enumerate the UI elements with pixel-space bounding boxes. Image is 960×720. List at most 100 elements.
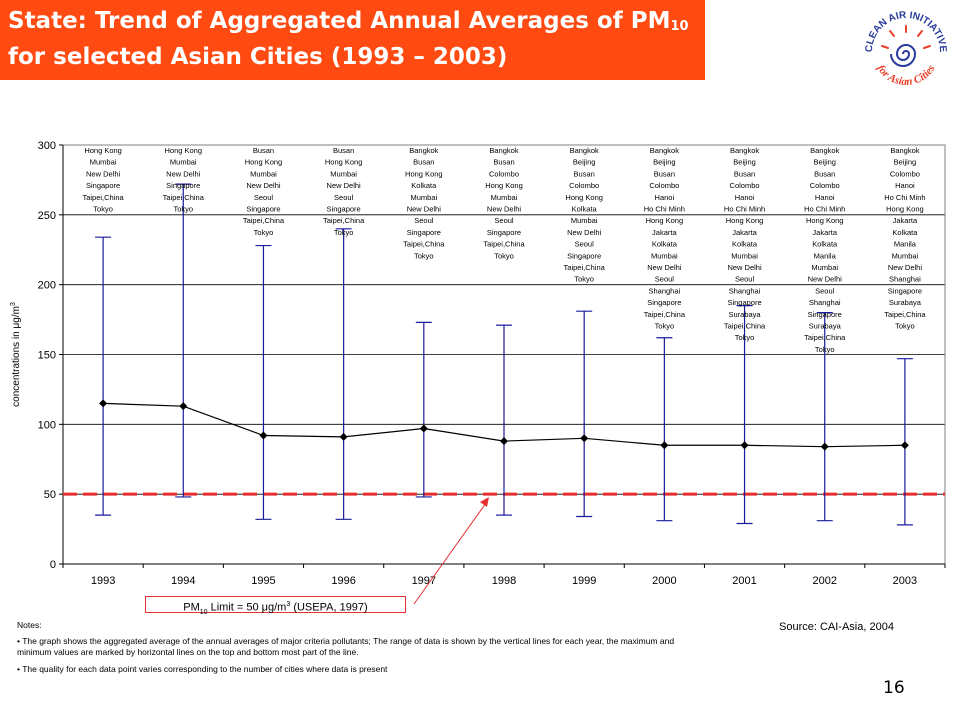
average-point [660,441,669,450]
x-tick-label: 1993 [91,575,115,587]
title-subscript: 10 [670,19,689,34]
city-label: Shanghai [649,286,681,295]
x-tick-label: 1999 [572,575,596,587]
city-label: Singapore [246,205,280,214]
city-label: Mumbai [811,263,838,272]
city-label: Beijing [733,158,756,167]
city-label: Ho Chi Minh [724,205,765,214]
city-label: Busan [333,146,354,155]
city-label: Hanoi [655,193,675,202]
arrow-head-icon [480,497,489,507]
city-label: Seoul [254,193,274,202]
city-label: Beijing [894,158,917,167]
title-bar: State: Trend of Aggregated Annual Averag… [0,0,705,80]
limit-label-sub: 10 [199,608,208,616]
city-label: Tokyo [254,228,274,237]
city-label: New Delhi [246,181,281,190]
city-label: Tokyo [494,251,514,260]
average-point [820,442,829,451]
limit-label-mid: Limit = 50 μg/m [207,601,287,614]
city-label: Mumbai [170,158,197,167]
logo-text-bottom: for Asian Cities [874,63,937,88]
city-label: Hong Kong [405,169,443,178]
city-label: Taipei,China [644,310,686,319]
city-label: Bangkok [489,146,518,155]
city-label: Mumbai [571,216,598,225]
city-label: Hanoi [815,193,835,202]
city-label: Seoul [735,275,755,284]
city-label: Kolkata [572,205,598,214]
city-label: Tokyo [574,275,594,284]
clean-air-initiative-logo: CLEAN AIR INITIATIVE for Asian Cities [864,10,948,88]
city-label: New Delhi [327,181,362,190]
city-label: Busan [814,169,835,178]
pm10-trend-chart: 0 50 100 150 200 250 300 1993 1994 1995 1996 1997 19… [10,140,946,605]
y-tick-label: 300 [38,140,56,152]
city-label: Kolkata [652,240,678,249]
city-label: Hong Kong [165,146,203,155]
city-label: New Delhi [166,169,201,178]
city-label: Mumbai [491,193,518,202]
city-label: Beijing [573,158,596,167]
average-point [900,441,909,450]
x-tick-label: 1996 [331,575,355,587]
city-label: Bangkok [650,146,679,155]
city-label: Bangkok [570,146,599,155]
y-tick-label: 200 [38,280,56,292]
city-label: New Delhi [487,205,522,214]
city-label: New Delhi [407,205,442,214]
city-label: Seoul [334,193,354,202]
city-label: Hong Kong [565,193,603,202]
city-label: Taipei,China [323,216,365,225]
city-label: Tokyo [815,345,835,354]
city-label: Singapore [407,228,441,237]
city-label: Singapore [487,228,521,237]
city-label: Seoul [494,216,514,225]
notes-heading: Notes: [17,620,42,630]
city-label: Taipei,China [564,263,606,272]
city-label: Busan [413,158,434,167]
city-label: Kolkata [892,228,918,237]
x-tick-label: 1995 [251,575,275,587]
city-label: Jakarta [812,228,837,237]
x-tick-label: 1998 [492,575,516,587]
city-label: Mumbai [330,169,357,178]
city-label: Tokyo [334,228,354,237]
notes: Notes: • The graph shows the aggregated … [17,620,697,681]
city-label: Busan [574,169,595,178]
city-label: Colombo [730,181,760,190]
city-label: New Delhi [567,228,602,237]
city-label: Jakarta [652,228,677,237]
x-tick-label: 1994 [171,575,195,587]
city-label: Hong Kong [886,205,924,214]
city-label: Hong Kong [726,216,764,225]
city-label: New Delhi [888,263,923,272]
city-label: Mumbai [90,158,117,167]
city-label: Beijing [813,158,836,167]
city-label: Manila [814,251,837,260]
note-text: The graph shows the aggregated average o… [17,636,675,657]
city-label: Singapore [727,298,761,307]
city-label: Jakarta [893,216,918,225]
city-label: Singapore [808,310,842,319]
y-tick-label: 150 [38,350,56,362]
city-label: Hong Kong [245,158,283,167]
note-item: • The quality for each data point varies… [17,664,388,674]
svg-text:for Asian Cities: for Asian Cities [874,63,937,88]
city-label: Hong Kong [325,158,363,167]
average-point [179,402,188,411]
city-label: Tokyo [173,205,193,214]
city-label: Taipei,China [884,310,926,319]
y-axis-title-superscript: 3 [10,302,17,306]
city-label: Kolkata [411,181,437,190]
limit-label-suffix: (USEPA, 1997) [290,601,368,614]
city-label: Seoul [414,216,434,225]
note-text: The quality for each data point varies c… [22,664,388,674]
limit-label-sup: 3 [286,601,291,608]
city-label: Hong Kong [485,181,523,190]
city-label: New Delhi [647,263,682,272]
city-label: Mumbai [892,251,919,260]
city-label: Taipei,China [804,333,846,342]
average-point [500,437,508,446]
x-tick-label: 2002 [812,575,836,587]
